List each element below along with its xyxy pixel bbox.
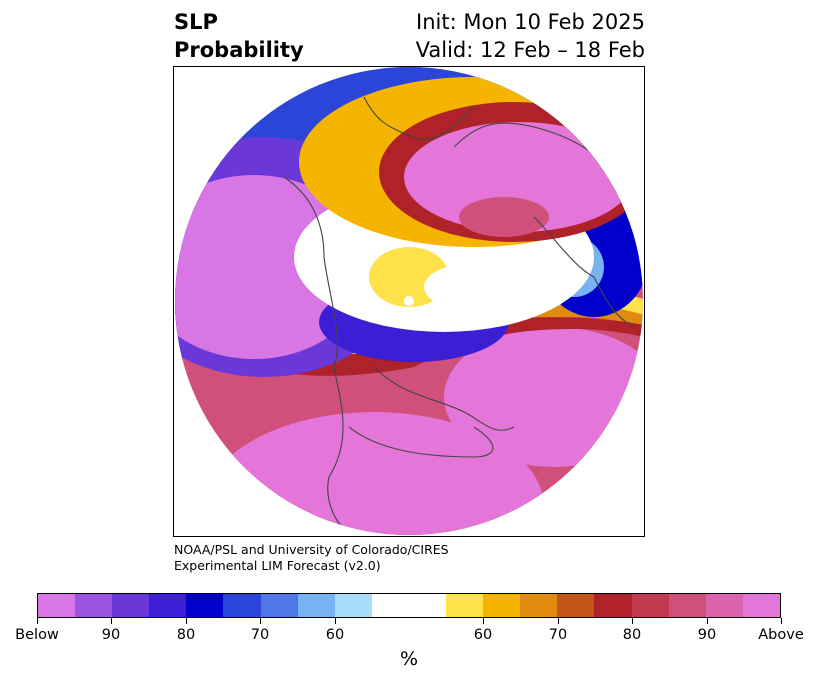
- colorbar-swatch: [38, 594, 76, 617]
- colorbar-tick: [36, 618, 38, 624]
- colorbar-tick-label: 80: [176, 627, 196, 643]
- arctic-neutral-center: [424, 263, 524, 311]
- colorbar-swatch: [371, 594, 409, 617]
- colorbar-swatch: [705, 594, 743, 617]
- colorbar-swatch: [408, 594, 447, 617]
- valid-period: Valid: 12 Feb – 18 Feb: [415, 38, 645, 62]
- north-america-above-core: [204, 412, 544, 535]
- colorbar-swatch: [112, 594, 150, 617]
- colorbar-swatch: [668, 594, 706, 617]
- colorbar-tick: [110, 618, 112, 624]
- colorbar-tick: [780, 618, 782, 624]
- colorbar-swatch: [223, 594, 261, 617]
- colorbar-tick: [557, 618, 559, 624]
- colorbar-swatch: [334, 594, 372, 617]
- colorbar-swatch: [75, 594, 113, 617]
- pacific-below-core: [175, 175, 369, 359]
- credit-text: NOAA/PSL and University of Colorado/CIRE…: [174, 542, 449, 574]
- colorbar-swatch: [260, 594, 298, 617]
- credit-line-2: Experimental LIM Forecast (v2.0): [174, 558, 381, 573]
- siberia-above-mid: [459, 197, 549, 237]
- north-pole-marker: [404, 296, 414, 306]
- colorbar-swatch: [186, 594, 224, 617]
- colorbar-tick-label: 90: [101, 627, 121, 643]
- title-variable: SLP: [174, 10, 218, 34]
- colorbar-swatch: [520, 594, 558, 617]
- colorbar-tick-label: 70: [548, 627, 568, 643]
- colorbar-tick-label: Below: [15, 627, 59, 643]
- colorbar-tick-label: Above: [758, 627, 804, 643]
- colorbar-swatch: [297, 594, 335, 617]
- colorbar-swatch: [149, 594, 187, 617]
- eurasia-above-core: [404, 122, 634, 232]
- map-title: SLP Probability: [174, 8, 304, 64]
- colorbar-tick-label: 70: [250, 627, 270, 643]
- colorbar-tick: [185, 618, 187, 624]
- title-quantity: Probability: [174, 38, 304, 62]
- colorbar-swatch: [557, 594, 595, 617]
- colorbar-swatch: [483, 594, 521, 617]
- colorbar-tick-label: 60: [473, 627, 493, 643]
- forecast-dates: Init: Mon 10 Feb 2025 Valid: 12 Feb – 18…: [416, 8, 645, 64]
- colorbar-tick-label: 60: [325, 627, 345, 643]
- colorbar-swatch: [594, 594, 632, 617]
- colorbar-tick: [259, 618, 261, 624]
- colorbar-tick-label: 90: [697, 627, 717, 643]
- credit-line-1: NOAA/PSL and University of Colorado/CIRE…: [174, 542, 449, 557]
- colorbar-swatch: [742, 594, 780, 617]
- colorbar-tick-label: 80: [622, 627, 642, 643]
- colorbar-unit: %: [399, 648, 419, 670]
- polar-map: [173, 66, 645, 537]
- colorbar-tick: [482, 618, 484, 624]
- colorbar-tick: [706, 618, 708, 624]
- init-date: Init: Mon 10 Feb 2025: [416, 10, 645, 34]
- colorbar-swatch: [631, 594, 669, 617]
- colorbar-swatch: [446, 594, 484, 617]
- colorbar: [37, 593, 781, 618]
- colorbar-tick: [631, 618, 633, 624]
- probability-map: [175, 67, 643, 535]
- colorbar-tick: [334, 618, 336, 624]
